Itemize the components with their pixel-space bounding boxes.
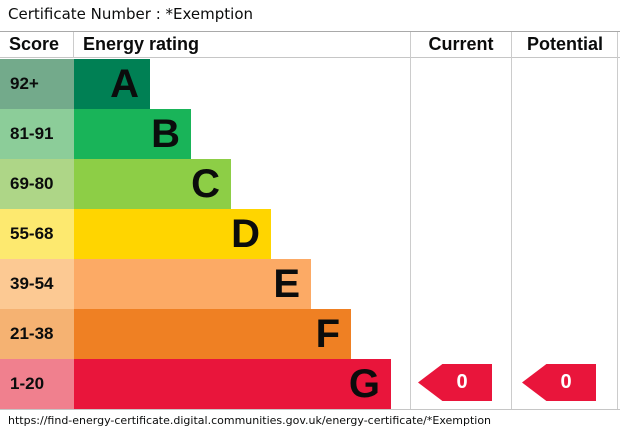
band-letter: E	[273, 262, 300, 306]
rating-bar: E	[74, 259, 311, 309]
rating-row-e: 39-54 E	[0, 259, 620, 309]
score-cell: 55-68	[0, 209, 74, 259]
band-letter: C	[191, 162, 220, 206]
band-letter: B	[151, 112, 180, 156]
rating-row-b: 81-91 B	[0, 109, 620, 159]
chart-header-row: Score Energy rating Current Potential	[0, 32, 620, 58]
rating-row-g: 1-20 G	[0, 359, 620, 409]
current-rating-value: 0	[456, 371, 468, 393]
score-cell: 21-38	[0, 309, 74, 359]
rating-bar: B	[74, 109, 191, 159]
score-column-header: Score	[9, 34, 60, 54]
band-letter: G	[348, 362, 380, 406]
score-range-label: 21-38	[10, 324, 54, 343]
rating-bar: C	[74, 159, 231, 209]
band-letter: D	[231, 212, 260, 256]
score-range-label: 55-68	[10, 224, 54, 243]
band-letter: A	[110, 62, 139, 106]
score-cell: 81-91	[0, 109, 74, 159]
rating-bar: A	[74, 59, 150, 109]
score-rating-divider	[73, 32, 74, 58]
certificate-url: https://find-energy-certificate.digital.…	[8, 414, 492, 427]
potential-column-header: Potential	[526, 34, 603, 54]
score-range-label: 92+	[10, 74, 39, 93]
rating-bar: D	[74, 209, 271, 259]
rating-row-a: 92+ A	[0, 59, 620, 109]
potential-rating-value: 0	[560, 371, 572, 393]
rating-bar: F	[74, 309, 351, 359]
band-letter: F	[315, 312, 340, 356]
rating-current-divider	[410, 32, 411, 409]
energy-rating-column-header: Energy rating	[83, 34, 200, 54]
current-potential-divider	[511, 32, 512, 409]
score-range-label: 69-80	[10, 174, 54, 193]
score-cell: 69-80	[0, 159, 74, 209]
chart-right-border	[617, 32, 618, 409]
rating-bar: G	[74, 359, 391, 409]
score-range-label: 1-20	[10, 374, 45, 393]
energy-rating-chart: Score Energy rating Current Potential 92…	[0, 31, 620, 410]
score-cell: 39-54	[0, 259, 74, 309]
current-column-header: Current	[428, 34, 494, 54]
rating-row-f: 21-38 F	[0, 309, 620, 359]
score-cell: 92+	[0, 59, 74, 109]
rating-row-c: 69-80 C	[0, 159, 620, 209]
score-cell: 1-20	[0, 359, 74, 409]
certificate-number-title: Certificate Number : *Exemption	[8, 5, 254, 23]
rating-row-d: 55-68 D	[0, 209, 620, 259]
score-range-label: 81-91	[10, 124, 54, 143]
score-range-label: 39-54	[10, 274, 54, 293]
